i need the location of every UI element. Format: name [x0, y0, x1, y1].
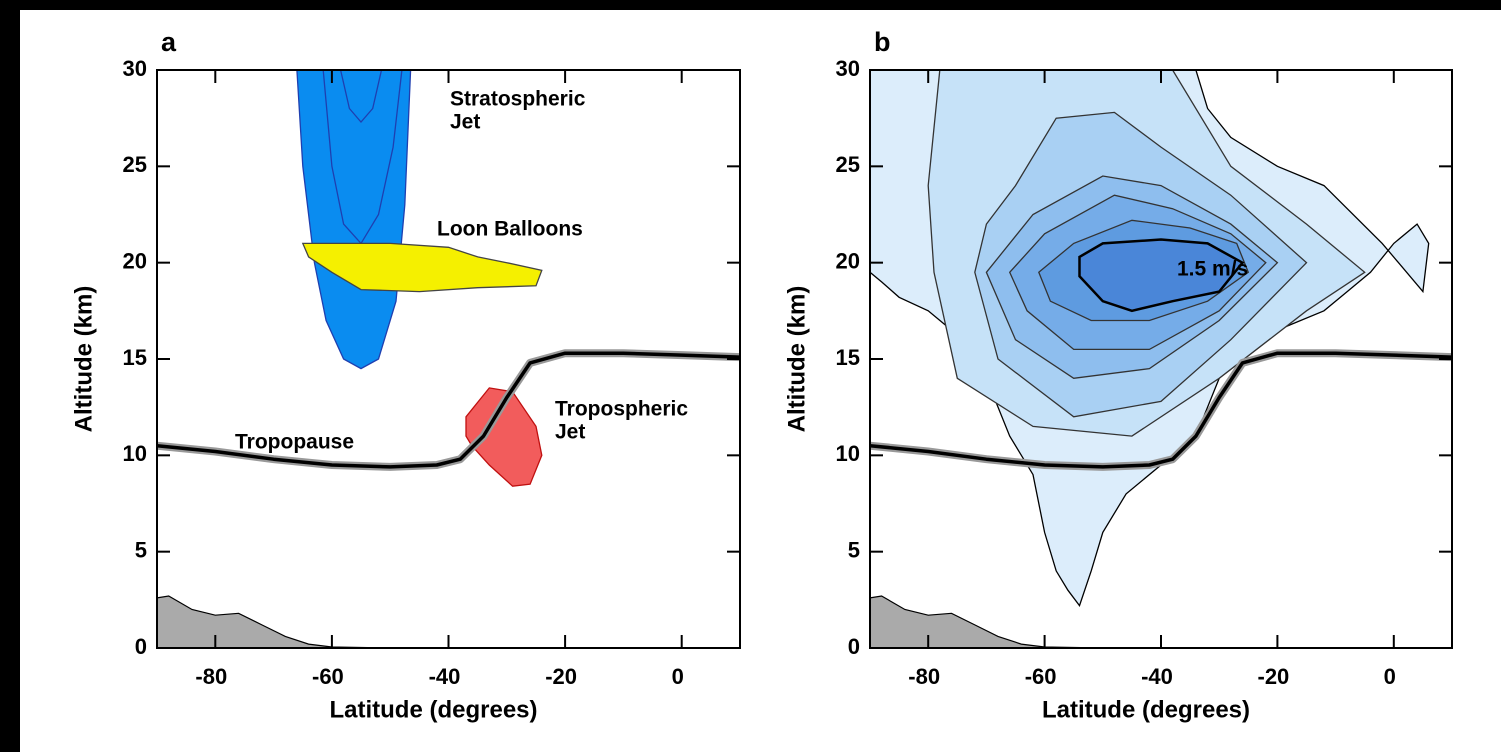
- x-tick-label: 0: [672, 664, 684, 689]
- x-axis-label: Latitude (degrees): [1042, 696, 1250, 723]
- x-tick-label: -40: [429, 664, 461, 689]
- line: [870, 351, 1452, 469]
- y-tick-label: 20: [123, 248, 147, 273]
- contour-region: [339, 70, 383, 123]
- y-tick-label: 0: [135, 634, 147, 659]
- y-axis-label: Altitude (km): [70, 286, 97, 433]
- y-tick-label: 5: [135, 537, 147, 562]
- panel-label: a: [161, 27, 177, 57]
- line: [157, 351, 740, 469]
- x-tick-label: -20: [545, 664, 577, 689]
- y-tick-label: 10: [123, 441, 147, 466]
- region-label: Jet: [555, 421, 585, 444]
- plot-area: [870, 70, 1452, 648]
- contour-region: [296, 70, 412, 370]
- y-tick-label: 30: [123, 56, 147, 81]
- x-tick-label: -80: [908, 664, 940, 689]
- plot-area: [157, 70, 740, 648]
- y-tick-label: 10: [836, 441, 860, 466]
- x-axis-label: Latitude (degrees): [329, 696, 537, 723]
- region-label: Stratospheric: [450, 88, 586, 111]
- y-axis-label: Altitude (km): [783, 286, 810, 433]
- y-tick-label: 15: [123, 345, 147, 370]
- y-tick-label: 20: [836, 248, 860, 273]
- y-tick-label: 25: [836, 152, 860, 177]
- contour-region: [1078, 238, 1245, 313]
- series-label: Tropopause: [235, 431, 354, 454]
- x-tick-label: -80: [195, 664, 227, 689]
- region-label: 1.5 m/s: [1177, 258, 1248, 281]
- y-tick-label: 30: [836, 56, 860, 81]
- region-label: Tropospheric: [555, 398, 688, 421]
- contour-region: [465, 387, 543, 487]
- x-tick-label: 0: [1384, 664, 1396, 689]
- x-tick-label: -60: [312, 664, 344, 689]
- contour-region: [301, 242, 543, 293]
- panel-label: b: [874, 27, 891, 57]
- y-tick-label: 0: [848, 634, 860, 659]
- y-tick-label: 15: [836, 345, 860, 370]
- contour-region: [322, 70, 403, 245]
- y-tick-label: 25: [123, 152, 147, 177]
- x-tick-label: -60: [1025, 664, 1057, 689]
- region-label: Loon Balloons: [437, 218, 583, 241]
- region-label: Jet: [450, 111, 480, 134]
- x-tick-label: -20: [1258, 664, 1290, 689]
- x-tick-label: -40: [1141, 664, 1173, 689]
- y-tick-label: 5: [848, 537, 860, 562]
